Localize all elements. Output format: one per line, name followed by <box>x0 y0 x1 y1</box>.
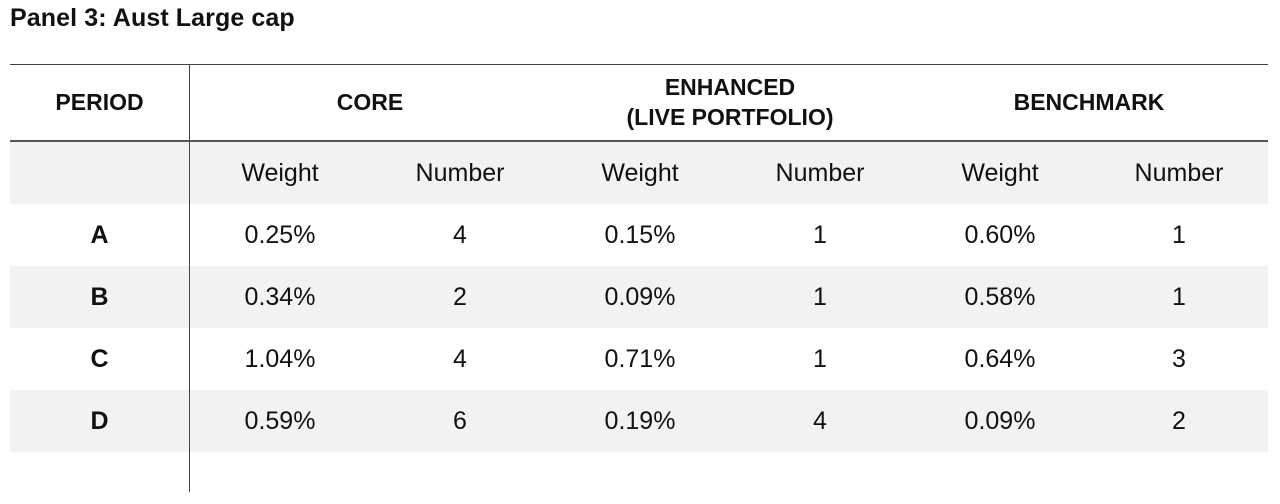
subheader-benchmark-number: Number <box>1134 158 1224 187</box>
table-row: A 0.25% 4 0.15% 1 0.60% 1 <box>10 204 1268 266</box>
enhanced-weight-cell: 0.15% <box>604 220 676 249</box>
core-weight-cell: 1.04% <box>244 344 316 373</box>
subheader-core-weight: Weight <box>241 158 319 187</box>
top-rule <box>10 64 1268 65</box>
enhanced-weight-cell: 0.71% <box>604 344 676 373</box>
subheader-benchmark-weight: Weight <box>961 158 1039 187</box>
header-core: CORE <box>336 89 404 115</box>
benchmark-weight-cell: 0.58% <box>964 282 1036 311</box>
enhanced-weight-cell: 0.19% <box>604 406 676 435</box>
subheader-enhanced-number: Number <box>775 158 865 187</box>
benchmark-number-cell: 1 <box>1172 220 1186 249</box>
enhanced-number-cell: 1 <box>813 282 827 311</box>
benchmark-number-cell: 1 <box>1172 282 1186 311</box>
core-weight-cell: 0.25% <box>244 220 316 249</box>
table-row: D 0.59% 6 0.19% 4 0.09% 2 <box>10 390 1268 452</box>
period-cell: C <box>90 344 109 373</box>
period-cell: A <box>90 220 109 249</box>
subheader-core-number: Number <box>415 158 505 187</box>
header-period: PERIOD <box>55 89 144 115</box>
period-cell: B <box>90 282 109 311</box>
panel-title: Panel 3: Aust Large cap <box>10 4 295 32</box>
subheader-empty <box>10 142 189 204</box>
table-row: C 1.04% 4 0.71% 1 0.64% 3 <box>10 328 1268 390</box>
benchmark-weight-cell: 0.09% <box>964 406 1036 435</box>
core-weight-cell: 0.34% <box>244 282 316 311</box>
table-row: B 0.34% 2 0.09% 1 0.58% 1 <box>10 266 1268 328</box>
core-number-cell: 4 <box>453 220 467 249</box>
core-number-cell: 2 <box>453 282 467 311</box>
enhanced-number-cell: 1 <box>813 220 827 249</box>
period-cell: D <box>90 406 109 435</box>
benchmark-weight-cell: 0.64% <box>964 344 1036 373</box>
enhanced-number-cell: 4 <box>813 406 827 435</box>
header-enhanced-line1: ENHANCED <box>664 74 796 100</box>
core-weight-cell: 0.59% <box>244 406 316 435</box>
core-number-cell: 6 <box>453 406 467 435</box>
header-row: PERIOD CORE ENHANCED (LIVE PORTFOLIO) BE… <box>10 64 1268 140</box>
subheader-enhanced-weight: Weight <box>601 158 679 187</box>
header-benchmark: BENCHMARK <box>1013 89 1165 115</box>
enhanced-number-cell: 1 <box>813 344 827 373</box>
benchmark-number-cell: 2 <box>1172 406 1186 435</box>
header-rule <box>10 140 1268 142</box>
period-column-divider <box>189 64 190 492</box>
header-enhanced: ENHANCED (LIVE PORTFOLIO) <box>550 64 910 140</box>
benchmark-weight-cell: 0.60% <box>964 220 1036 249</box>
enhanced-weight-cell: 0.09% <box>604 282 676 311</box>
subheader-row: Weight Number Weight Number Weight Numbe… <box>10 142 1268 204</box>
core-number-cell: 4 <box>453 344 467 373</box>
benchmark-number-cell: 3 <box>1172 344 1186 373</box>
header-enhanced-line2: (LIVE PORTFOLIO) <box>626 104 834 130</box>
